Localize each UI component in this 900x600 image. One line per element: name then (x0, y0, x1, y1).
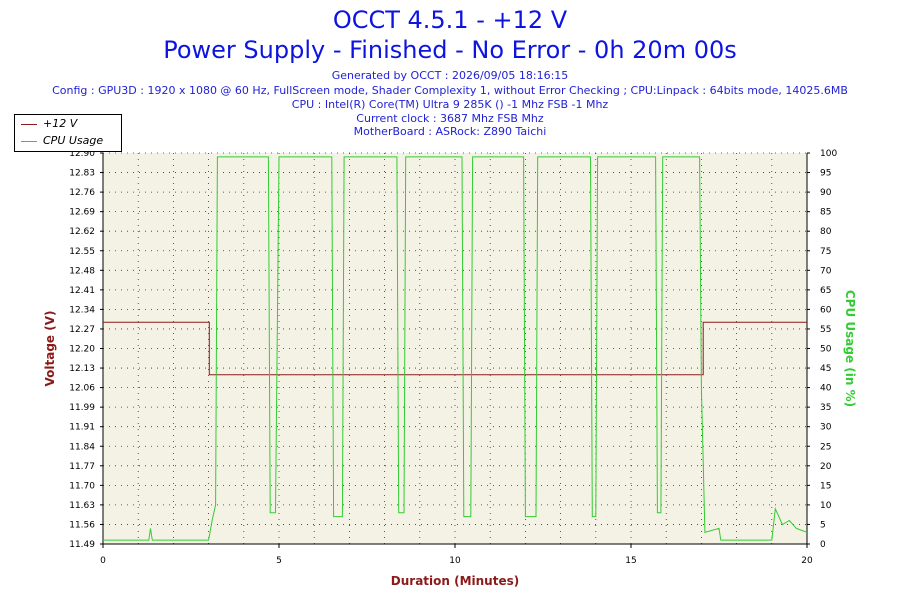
y-left-tick-label: 12.41 (69, 286, 95, 296)
y-right-tick-label: 80 (820, 227, 832, 237)
info-generated: Generated by OCCT : 2026/09/05 18:16:15 (331, 69, 569, 82)
y-left-tick-label: 11.77 (69, 462, 95, 472)
y-right-tick-label: 10 (820, 501, 832, 511)
y-right-tick-label: 100 (820, 149, 837, 159)
legend-label-cpu: CPU Usage (43, 134, 104, 147)
y-right-tick-label: 0 (820, 540, 826, 550)
x-tick-label: 20 (801, 556, 813, 566)
info-cpu: CPU : Intel(R) Core(TM) Ultra 9 285K () … (291, 98, 609, 111)
series-line-cpu (103, 156, 808, 541)
plot-background (103, 153, 807, 544)
x-axis-title: Duration (Minutes) (391, 574, 519, 588)
legend: +12 V CPU Usage (14, 114, 122, 152)
y-right-tick-label: 95 (820, 169, 831, 179)
y-right-tick-label: 55 (820, 325, 831, 335)
y-right-tick-label: 60 (820, 305, 832, 315)
y-right-tick-label: 40 (820, 384, 832, 394)
chart-subtitle: Power Supply - Finished - No Error - 0h … (163, 36, 737, 64)
legend-swatch-voltage (21, 124, 37, 125)
y-left-tick-label: 12.83 (69, 169, 95, 179)
x-tick-label: 0 (100, 556, 106, 566)
x-tick-label: 5 (276, 556, 282, 566)
chart-title: OCCT 4.5.1 - +12 V (332, 6, 568, 34)
x-tick-label: 10 (449, 556, 461, 566)
y-left-tick-label: 11.84 (69, 442, 95, 452)
info-motherboard: MotherBoard : ASRock: Z890 Taichi (353, 125, 547, 138)
y-left-tick-label: 12.55 (69, 247, 95, 257)
y-axis-left-title: Voltage (V) (43, 311, 57, 387)
y-right-tick-label: 25 (820, 442, 831, 452)
y-left-tick-label: 12.48 (69, 266, 95, 276)
y-axis-right-title: CPU Usage (in %) (843, 290, 857, 407)
y-right-tick-label: 65 (820, 286, 831, 296)
y-left-tick-label: 11.91 (69, 423, 95, 433)
info-config: Config : GPU3D : 1920 x 1080 @ 60 Hz, Fu… (52, 84, 848, 97)
y-left-tick-label: 11.49 (69, 540, 95, 550)
y-left-tick-label: 12.27 (69, 325, 95, 335)
y-right-tick-label: 85 (820, 208, 831, 218)
y-right-tick-label: 5 (820, 520, 826, 530)
y-right-tick-label: 50 (820, 345, 832, 355)
y-left-tick-label: 12.90 (69, 149, 95, 159)
y-left-tick-label: 11.63 (69, 501, 95, 511)
y-left-tick-label: 11.56 (69, 520, 95, 530)
y-left-tick-label: 11.70 (69, 481, 95, 491)
info-clock: Current clock : 3687 Mhz FSB Mhz (356, 112, 544, 125)
y-right-tick-label: 90 (820, 188, 832, 198)
y-right-tick-label: 35 (820, 403, 831, 413)
y-right-tick-label: 45 (820, 364, 831, 374)
y-right-tick-label: 15 (820, 481, 831, 491)
y-right-tick-label: 20 (820, 462, 832, 472)
y-left-tick-label: 12.06 (69, 384, 95, 394)
legend-swatch-cpu (21, 141, 37, 142)
y-left-tick-label: 12.20 (69, 345, 95, 355)
y-left-tick-label: 12.34 (69, 305, 95, 315)
y-left-tick-label: 12.62 (69, 227, 95, 237)
y-right-tick-label: 75 (820, 247, 831, 257)
x-tick-label: 15 (625, 556, 636, 566)
y-left-tick-label: 12.69 (69, 208, 95, 218)
y-left-tick-label: 11.99 (69, 403, 95, 413)
y-left-tick-label: 12.76 (69, 188, 95, 198)
y-left-tick-label: 12.13 (69, 364, 95, 374)
legend-label-voltage: +12 V (43, 117, 78, 130)
y-right-tick-label: 70 (820, 266, 832, 276)
y-right-tick-label: 30 (820, 423, 832, 433)
